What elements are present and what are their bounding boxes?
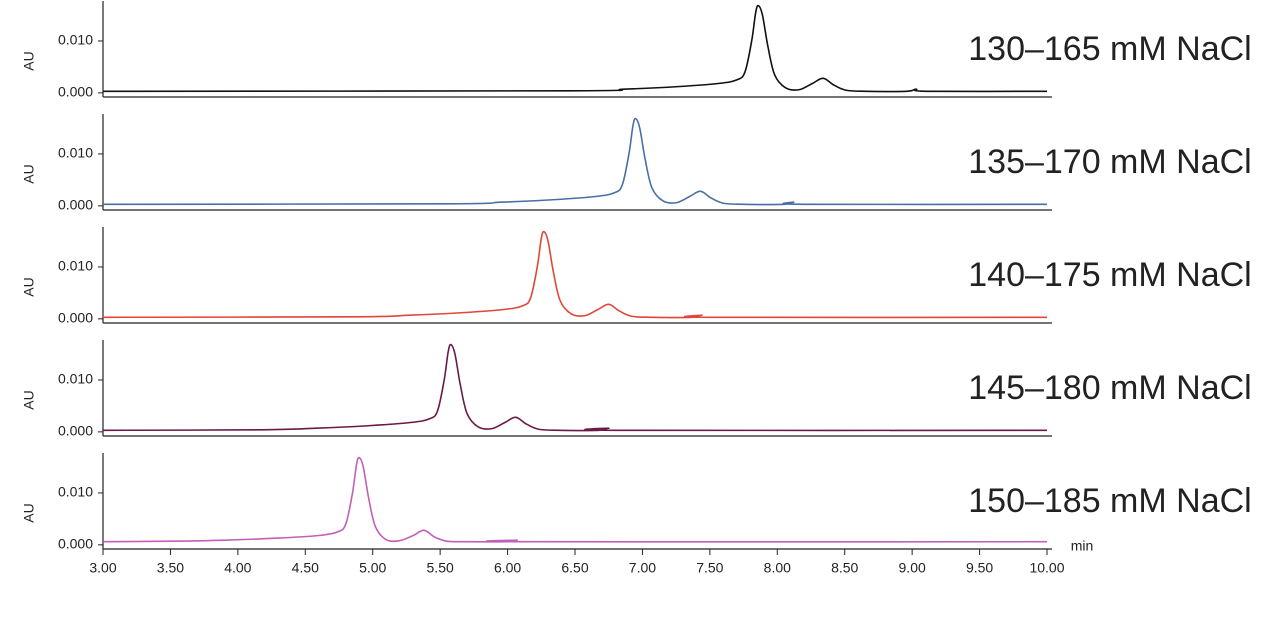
y-axis-label: AU bbox=[21, 277, 37, 296]
y-tick-label: 0.000 bbox=[58, 84, 93, 100]
y-tick-label: 0.000 bbox=[58, 197, 93, 213]
x-tick-label: 9.00 bbox=[899, 560, 926, 576]
y-tick-label: 0.010 bbox=[58, 32, 93, 48]
y-axis-label: AU bbox=[21, 164, 37, 183]
x-tick-label: 6.00 bbox=[494, 560, 521, 576]
trace-line bbox=[102, 343, 1048, 432]
trace-line bbox=[102, 230, 1048, 319]
x-tick-label: 3.00 bbox=[89, 560, 116, 576]
y-tick-label: 0.010 bbox=[58, 484, 93, 500]
y-tick-label: 0.000 bbox=[58, 536, 93, 552]
x-tick-label: 5.00 bbox=[359, 560, 386, 576]
x-tick-label: 6.50 bbox=[561, 560, 588, 576]
panel-title: 140–175 mM NaCl bbox=[968, 256, 1251, 294]
y-axis-label: AU bbox=[21, 503, 37, 522]
x-tick-label: 4.00 bbox=[224, 560, 251, 576]
x-tick-label: 10.00 bbox=[1029, 560, 1064, 576]
x-tick-label: 9.50 bbox=[966, 560, 993, 576]
trace-line bbox=[102, 117, 1048, 206]
x-tick-label: 4.50 bbox=[292, 560, 319, 576]
x-tick-label: 8.50 bbox=[831, 560, 858, 576]
x-tick-label: 3.50 bbox=[157, 560, 184, 576]
y-tick-label: 0.010 bbox=[58, 371, 93, 387]
x-tick-label: 7.50 bbox=[696, 560, 723, 576]
y-tick-label: 0.000 bbox=[58, 310, 93, 326]
panel-title: 150–185 mM NaCl bbox=[968, 482, 1251, 520]
x-tick-label: 8.00 bbox=[764, 560, 791, 576]
x-tick-label: 7.00 bbox=[629, 560, 656, 576]
x-axis-label: min bbox=[1071, 538, 1094, 554]
y-tick-label: 0.000 bbox=[58, 423, 93, 439]
y-axis-label: AU bbox=[21, 390, 37, 409]
panel-title: 130–165 mM NaCl bbox=[968, 30, 1251, 68]
x-tick-label: 5.50 bbox=[427, 560, 454, 576]
y-axis-label: AU bbox=[21, 51, 37, 70]
trace-line bbox=[102, 456, 1048, 543]
panel-title: 135–170 mM NaCl bbox=[968, 143, 1251, 181]
y-tick-label: 0.010 bbox=[58, 258, 93, 274]
trace-line bbox=[102, 4, 1048, 93]
panel-title: 145–180 mM NaCl bbox=[968, 369, 1251, 407]
y-tick-label: 0.010 bbox=[58, 145, 93, 161]
